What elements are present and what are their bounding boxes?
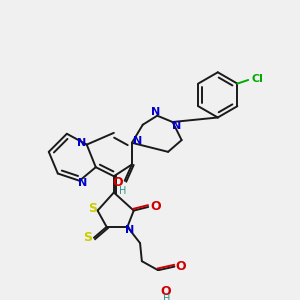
Text: Cl: Cl <box>251 74 263 84</box>
Text: H: H <box>164 294 171 300</box>
Text: O: O <box>176 260 186 273</box>
Text: N: N <box>77 138 86 148</box>
Text: N: N <box>172 121 181 130</box>
Text: N: N <box>79 178 88 188</box>
Text: N: N <box>151 107 160 117</box>
Text: S: S <box>88 202 97 215</box>
Text: O: O <box>112 176 123 189</box>
Text: S: S <box>83 231 92 244</box>
Text: N: N <box>133 136 142 146</box>
Text: O: O <box>150 200 161 214</box>
Text: H: H <box>119 186 127 196</box>
Text: N: N <box>124 226 134 236</box>
Text: O: O <box>160 285 171 298</box>
